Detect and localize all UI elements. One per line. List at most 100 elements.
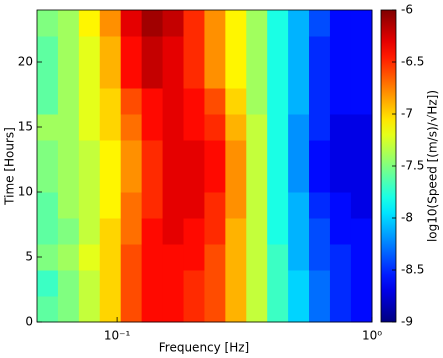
heatmap-cell xyxy=(37,166,59,193)
heatmap-cell xyxy=(329,36,352,63)
heatmap-cell xyxy=(141,36,164,63)
heatmap-cell xyxy=(350,10,373,37)
heatmap-cell xyxy=(183,270,205,297)
heatmap-cell xyxy=(141,192,164,219)
heatmap-cell xyxy=(329,192,352,219)
heatmap-cell xyxy=(267,36,289,63)
heatmap-cell xyxy=(204,244,226,271)
heatmap-cell xyxy=(99,114,122,141)
heatmap-cell xyxy=(120,114,143,141)
heatmap-cell xyxy=(141,62,164,89)
heatmap-cell xyxy=(225,296,247,323)
heatmap-cell xyxy=(57,218,80,245)
colorbar-tick-label: -8 xyxy=(401,211,413,225)
heatmap-cell xyxy=(37,140,59,167)
heatmap-cell xyxy=(267,296,289,323)
heatmap-cell xyxy=(78,296,101,323)
heatmap-cell xyxy=(309,166,331,193)
heatmap-cell xyxy=(78,244,101,271)
heatmap-cell xyxy=(225,10,247,37)
heatmap-cell xyxy=(288,270,310,297)
heatmap-cell xyxy=(57,270,80,297)
heatmap-cell xyxy=(329,296,352,323)
heatmap-cell xyxy=(288,62,310,89)
heatmap-cell xyxy=(162,218,185,245)
heatmap-cell xyxy=(309,218,331,245)
heatmap-cell xyxy=(120,192,143,219)
heatmap-cell xyxy=(183,62,205,89)
heatmap-cell xyxy=(225,244,247,271)
heatmap-cell xyxy=(246,10,268,37)
heatmap-cell xyxy=(246,296,268,323)
x-tick-label: 10⁰ xyxy=(362,329,382,343)
heatmap-cell xyxy=(99,218,122,245)
heatmap-cell xyxy=(329,166,352,193)
heatmap-cell xyxy=(225,88,247,115)
colorbar-tick-label: -6.5 xyxy=(401,55,424,69)
heatmap-cell xyxy=(120,296,143,323)
heatmap-cell xyxy=(204,10,226,37)
heatmap-cell xyxy=(288,10,310,37)
heatmap-cell xyxy=(225,192,247,219)
x-tick-label: 10⁻¹ xyxy=(104,329,131,343)
heatmap-cell xyxy=(162,140,185,167)
heatmap-cell xyxy=(57,114,80,141)
heatmap-cell xyxy=(350,218,373,245)
heatmap-cell xyxy=(120,244,143,271)
heatmap-cell xyxy=(309,140,331,167)
heatmap-cell xyxy=(99,10,122,37)
heatmap-cell xyxy=(329,140,352,167)
heatmap-cell xyxy=(183,140,205,167)
heatmap-cell xyxy=(204,296,226,323)
heatmap-cell xyxy=(288,244,310,271)
heatmap-cell xyxy=(57,192,80,219)
heatmap-cell xyxy=(78,270,101,297)
heatmap-cell xyxy=(309,10,331,37)
heatmap-cell xyxy=(329,218,352,245)
heatmap-cell xyxy=(267,114,289,141)
heatmap-cell xyxy=(183,192,205,219)
heatmap-cell xyxy=(267,270,289,297)
colorbar-tick-label: -9 xyxy=(401,315,413,329)
heatmap-cell xyxy=(204,88,226,115)
heatmap-cell xyxy=(57,10,80,37)
heatmap-cell xyxy=(309,296,331,323)
heatmap-cell xyxy=(350,192,373,219)
heatmap-cell xyxy=(225,166,247,193)
heatmap-cell xyxy=(288,166,310,193)
heatmap-cell xyxy=(246,36,268,63)
heatmap-cell xyxy=(37,192,59,219)
colorbar-tick-label: -7.5 xyxy=(401,159,424,173)
heatmap-cell xyxy=(204,114,226,141)
heatmap-cell xyxy=(78,166,101,193)
heatmap-cell xyxy=(57,62,80,89)
heatmap-cell xyxy=(99,192,122,219)
heatmap-cell xyxy=(78,140,101,167)
heatmap-cell xyxy=(57,166,80,193)
colorbar-tick-label: -8.5 xyxy=(401,263,424,277)
colorbar-tick-label: -6 xyxy=(401,3,413,17)
heatmap-cell xyxy=(141,166,164,193)
heatmap-cell xyxy=(78,192,101,219)
heatmap-cell xyxy=(120,10,143,37)
heatmap-cell xyxy=(329,270,352,297)
heatmap-cell xyxy=(99,270,122,297)
heatmap-cell xyxy=(288,36,310,63)
heatmap-cell xyxy=(309,36,331,63)
heatmap-cell xyxy=(225,140,247,167)
heatmap-cell xyxy=(204,166,226,193)
heatmap-cell xyxy=(246,62,268,89)
heatmap-cell xyxy=(99,296,122,323)
heatmap-cell xyxy=(288,88,310,115)
heatmap-cell xyxy=(204,270,226,297)
heatmap-cell xyxy=(162,62,185,89)
heatmap-cell xyxy=(350,296,373,323)
heatmap-cell xyxy=(246,218,268,245)
heatmap-cell xyxy=(183,114,205,141)
heatmap-cell xyxy=(78,36,101,63)
heatmap-cell xyxy=(37,218,59,245)
heatmap-cell xyxy=(225,270,247,297)
heatmap-cell xyxy=(204,218,226,245)
heatmap-cell xyxy=(141,114,164,141)
heatmap-cell xyxy=(37,114,59,141)
